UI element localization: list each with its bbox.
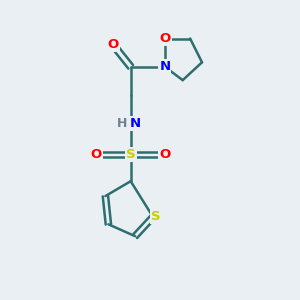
Text: O: O [159,32,170,45]
Text: N: N [159,60,170,73]
Text: O: O [91,148,102,161]
Text: S: S [126,148,136,161]
Text: O: O [107,38,118,51]
Text: N: N [130,117,141,130]
Text: S: S [151,210,161,224]
Text: O: O [159,148,170,161]
Text: H: H [117,117,128,130]
